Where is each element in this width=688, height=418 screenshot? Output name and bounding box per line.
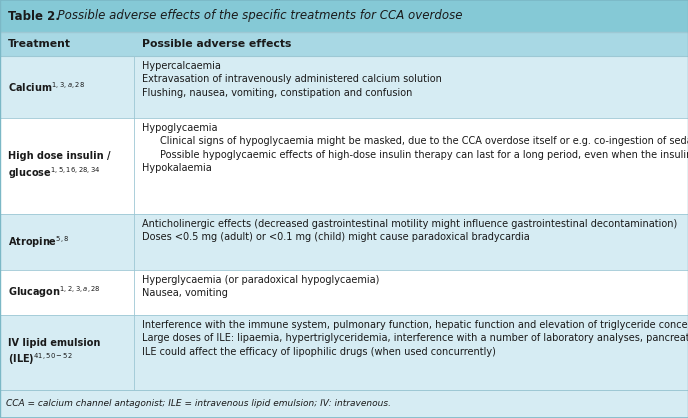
Text: Anticholinergic effects (decreased gastrointestinal motility might influence gas: Anticholinergic effects (decreased gastr… bbox=[142, 219, 677, 229]
Text: Flushing, nausea, vomiting, constipation and confusion: Flushing, nausea, vomiting, constipation… bbox=[142, 88, 412, 98]
Text: Glucagon$^{1,2,3,a,28}$: Glucagon$^{1,2,3,a,28}$ bbox=[8, 285, 100, 301]
Bar bbox=[0, 315, 688, 390]
Text: CCA = calcium channel antagonist; ILE = intravenous lipid emulsion; IV: intraven: CCA = calcium channel antagonist; ILE = … bbox=[6, 400, 391, 408]
Text: Hypercalcaemia: Hypercalcaemia bbox=[142, 61, 221, 71]
Text: Interference with the immune system, pulmonary function, hepatic function and el: Interference with the immune system, pul… bbox=[142, 320, 688, 330]
Text: Nausea, vomiting: Nausea, vomiting bbox=[142, 288, 228, 298]
Bar bbox=[0, 32, 688, 56]
Bar bbox=[0, 56, 688, 118]
Text: Calcium$^{1,3,a,28}$: Calcium$^{1,3,a,28}$ bbox=[8, 80, 85, 94]
Text: Possible adverse effects: Possible adverse effects bbox=[142, 39, 292, 49]
Text: IV lipid emulsion
(ILE)$^{41,50-52}$: IV lipid emulsion (ILE)$^{41,50-52}$ bbox=[8, 338, 100, 367]
Bar bbox=[0, 214, 688, 270]
Text: Doses <0.5 mg (adult) or <0.1 mg (child) might cause paradoxical bradycardia: Doses <0.5 mg (adult) or <0.1 mg (child)… bbox=[142, 232, 530, 242]
Text: Hyperglycaemia (or paradoxical hypoglycaemia): Hyperglycaemia (or paradoxical hypoglyca… bbox=[142, 275, 379, 285]
Text: High dose insulin /
glucose$^{1,5,16,28,34}$: High dose insulin / glucose$^{1,5,16,28,… bbox=[8, 151, 111, 181]
Text: Table 2.: Table 2. bbox=[8, 10, 60, 23]
Text: Extravasation of intravenously administered calcium solution: Extravasation of intravenously administe… bbox=[142, 74, 442, 84]
Text: Clinical signs of hypoglycaemia might be masked, due to the CCA overdose itself : Clinical signs of hypoglycaemia might be… bbox=[160, 136, 688, 146]
Bar bbox=[0, 118, 688, 214]
Text: Possible hypoglycaemic effects of high-dose insulin therapy can last for a long : Possible hypoglycaemic effects of high-d… bbox=[160, 150, 688, 160]
Bar bbox=[0, 390, 688, 418]
Text: ILE could affect the efficacy of lipophilic drugs (when used concurrently): ILE could affect the efficacy of lipophi… bbox=[142, 347, 496, 357]
Bar bbox=[0, 270, 688, 315]
Bar bbox=[0, 0, 688, 32]
Text: Possible adverse effects of the specific treatments for CCA overdose: Possible adverse effects of the specific… bbox=[50, 10, 462, 23]
Text: Treatment: Treatment bbox=[8, 39, 71, 49]
Text: Hypoglycaemia: Hypoglycaemia bbox=[142, 123, 217, 133]
Text: Large doses of ILE: lipaemia, hypertriglyceridemia, interference with a number o: Large doses of ILE: lipaemia, hypertrigl… bbox=[142, 334, 688, 344]
Text: Atropine$^{5,8}$: Atropine$^{5,8}$ bbox=[8, 234, 69, 250]
Text: Hypokalaemia: Hypokalaemia bbox=[142, 163, 212, 173]
